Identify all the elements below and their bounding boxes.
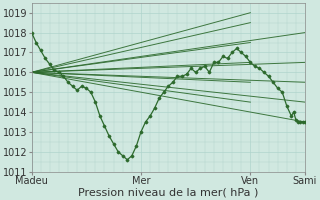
X-axis label: Pression niveau de la mer( hPa ): Pression niveau de la mer( hPa ) [78,187,259,197]
